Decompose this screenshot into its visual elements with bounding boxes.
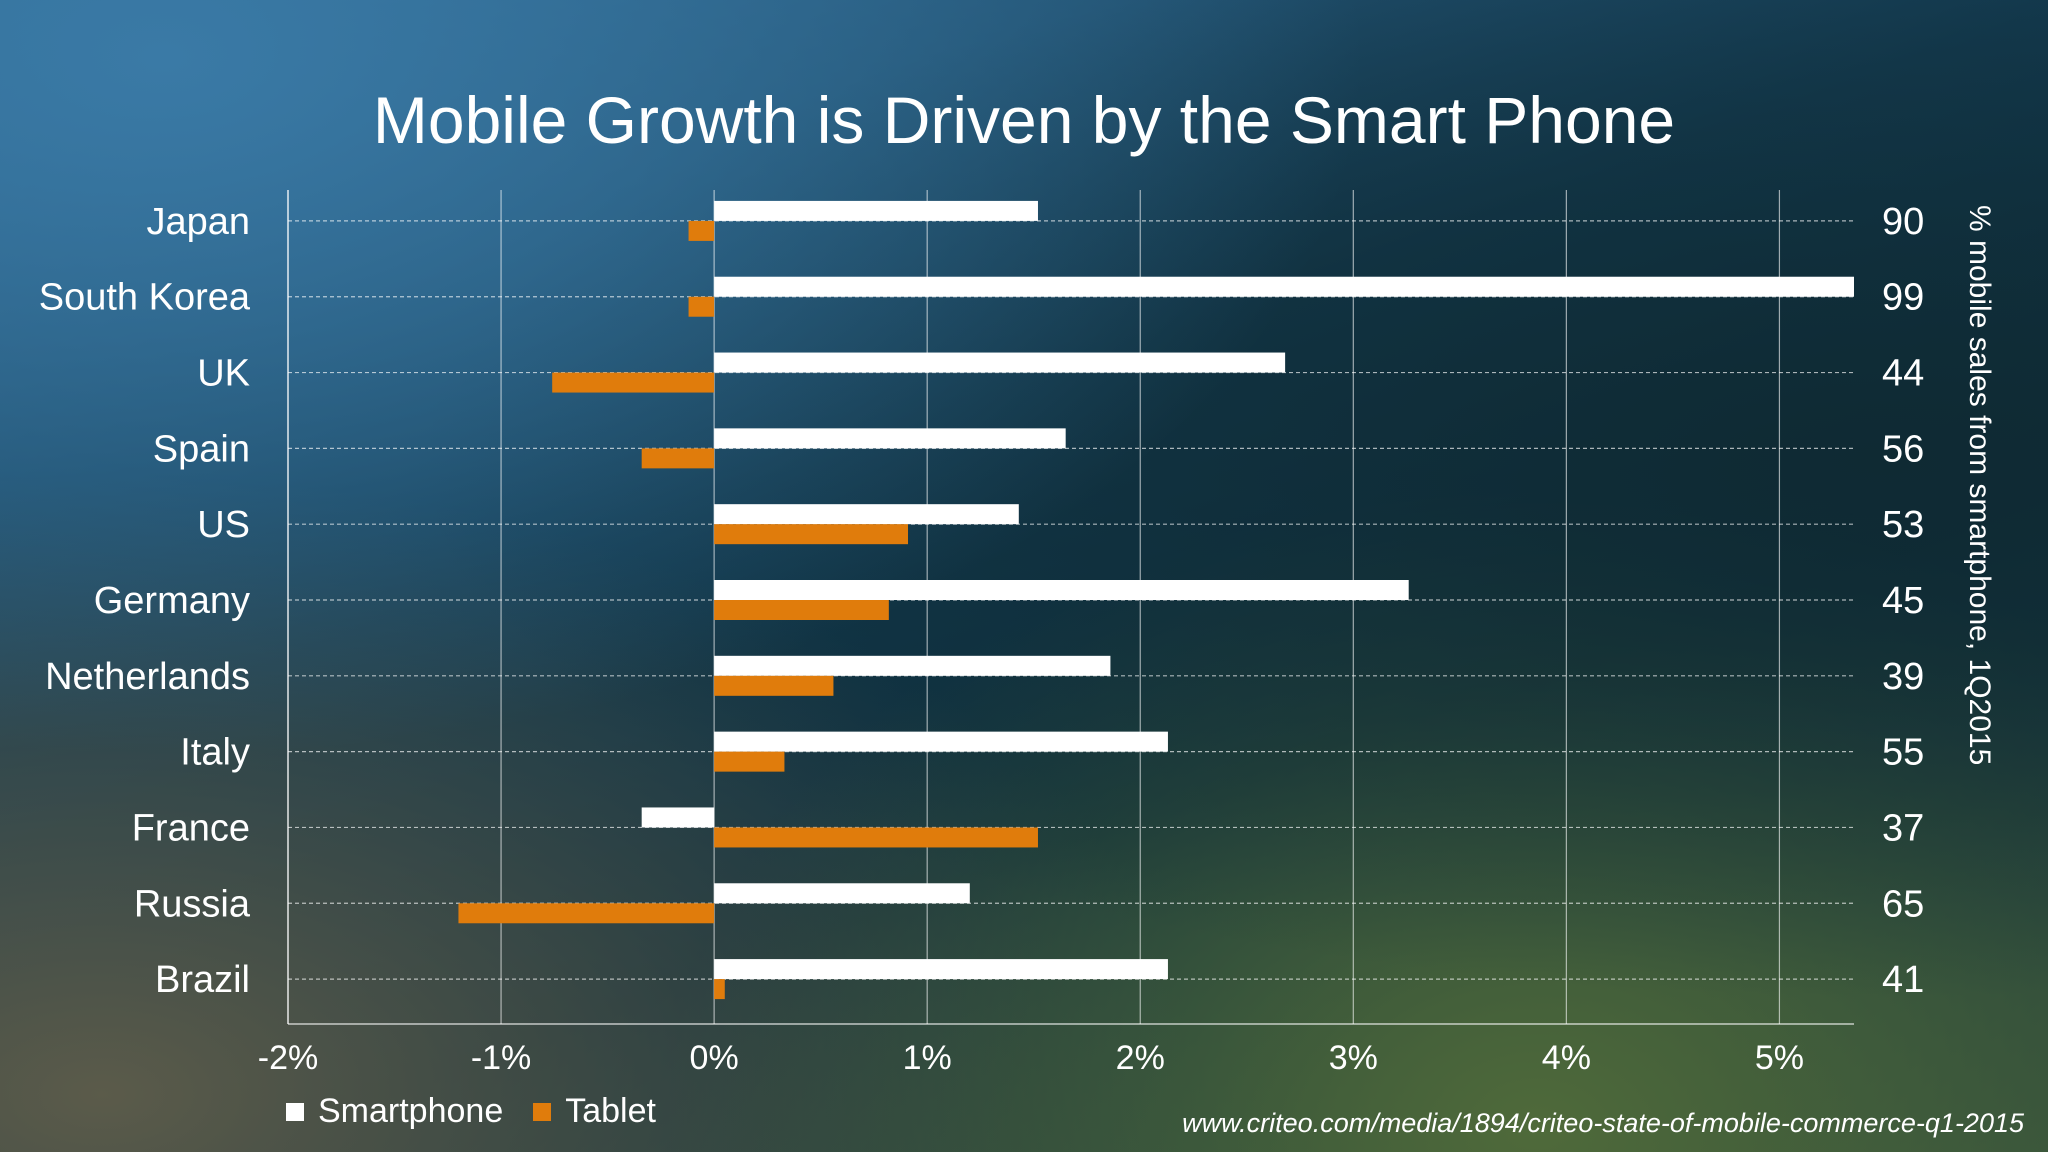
category-label: Spain — [153, 428, 250, 470]
legend: Smartphone Tablet — [286, 1092, 686, 1131]
smartphone-bar — [714, 504, 1019, 525]
tablet-bar — [714, 827, 1038, 848]
category-label: Netherlands — [45, 656, 250, 698]
tablet-bar — [688, 220, 715, 241]
x-tick-label: 1% — [903, 1039, 952, 1077]
category-label: Russia — [134, 883, 251, 925]
category-label: UK — [197, 353, 250, 395]
tablet-bar — [458, 903, 715, 924]
smartphone-bar — [641, 807, 715, 828]
x-tick-label: -1% — [471, 1039, 531, 1077]
smartphone-bar — [714, 428, 1066, 449]
category-label: Italy — [180, 732, 250, 774]
legend-label-tablet: Tablet — [565, 1092, 656, 1130]
smartphone-share-label: 37 — [1882, 807, 1924, 849]
tablet-bar — [714, 600, 889, 620]
legend-swatch-smartphone — [286, 1102, 304, 1121]
smartphone-bar — [714, 959, 1168, 980]
bar-chart: -2% -1% 0% 1% 2% 3% 4% 5% Japan 90 South Korea 99 UK… — [39, 200, 1996, 1077]
tablet-bar — [714, 675, 834, 696]
smartphone-share-label: 56 — [1882, 428, 1924, 470]
legend-item-tablet: Tablet — [533, 1092, 656, 1131]
tablet-bar — [688, 296, 715, 317]
legend-item-smartphone: Smartphone — [286, 1092, 503, 1131]
tablet-bar — [641, 448, 715, 469]
smartphone-share-label: 44 — [1882, 353, 1924, 395]
category-label: South Korea — [39, 277, 251, 319]
chart-title: Mobile Growth is Driven by the Smart Pho… — [372, 83, 1676, 157]
smartphone-bar — [714, 352, 1286, 373]
x-tick-label: -2% — [258, 1039, 318, 1077]
smartphone-share-label: 99 — [1882, 277, 1924, 319]
tablet-bar — [714, 751, 785, 772]
smartphone-bar — [714, 580, 1409, 600]
x-tick-label: 5% — [1755, 1039, 1804, 1077]
tablet-bar — [552, 372, 715, 393]
smartphone-bar — [714, 655, 1111, 676]
smartphone-share-label: 45 — [1882, 580, 1924, 622]
smartphone-share-label: 55 — [1882, 732, 1924, 774]
smartphone-bar — [714, 883, 970, 904]
x-tick-label: 4% — [1542, 1039, 1591, 1077]
smartphone-bar — [714, 731, 1168, 752]
smartphone-share-label: 39 — [1882, 656, 1924, 698]
smartphone-bar — [714, 200, 1038, 221]
smartphone-bar — [714, 276, 1854, 297]
smartphone-share-label: 41 — [1882, 959, 1924, 1001]
category-label: Brazil — [155, 959, 250, 1001]
legend-swatch-tablet — [533, 1102, 552, 1121]
category-label: Germany — [94, 580, 250, 622]
tablet-bar — [714, 979, 725, 1000]
x-tick-label: 0% — [690, 1039, 739, 1077]
secondary-axis-label: % mobile sales from smartphone, 1Q2015 — [1963, 205, 1996, 765]
smartphone-share-label: 65 — [1882, 883, 1924, 925]
x-tick-label: 3% — [1329, 1039, 1378, 1077]
category-label: France — [132, 807, 250, 849]
x-tick-label: 2% — [1116, 1039, 1165, 1077]
smartphone-share-label: 53 — [1882, 504, 1924, 546]
legend-label-smartphone: Smartphone — [318, 1092, 504, 1130]
category-label: US — [197, 504, 250, 546]
category-label: Japan — [146, 201, 250, 243]
source-link[interactable]: www.criteo.com/media/1894/criteo-state-o… — [1182, 1108, 2024, 1138]
smartphone-share-label: 90 — [1882, 201, 1924, 243]
tablet-bar — [714, 524, 909, 545]
